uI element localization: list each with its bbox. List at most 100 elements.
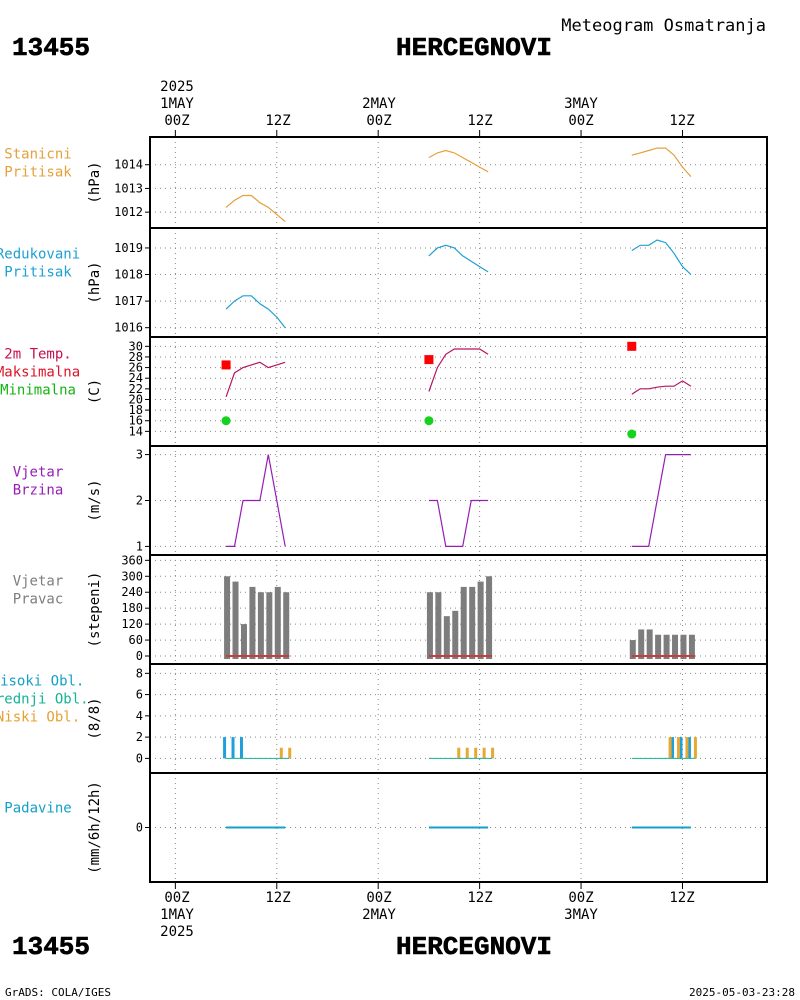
y-tick-label: 28 xyxy=(129,350,143,364)
y-axis-label: (hPa) xyxy=(87,161,103,203)
cloud-bar-niski-obl- xyxy=(668,737,672,759)
top-tick-label-1: 00Z xyxy=(164,113,189,129)
y-tick-label: 1013 xyxy=(114,181,143,195)
render-timestamp: 2025-05-03-23:28 xyxy=(689,986,795,999)
wind-direction-bar xyxy=(240,624,247,660)
y-tick-label: 1016 xyxy=(114,321,143,335)
y-tick-label: 0 xyxy=(136,751,143,765)
panel-label: Pravac xyxy=(13,592,64,608)
panel-label: Vjetar xyxy=(13,574,64,590)
panel-frame xyxy=(149,136,768,229)
panel-precipitation: 0 Padavine (mm/6h/12h) xyxy=(4,772,768,883)
y-tick-label: 18 xyxy=(129,403,143,417)
panel-frame xyxy=(149,772,768,883)
y-axis-label: (C) xyxy=(87,379,103,404)
panel-label: Pritisak xyxy=(4,265,72,281)
cloud-bar-niski-obl- xyxy=(685,737,689,759)
y-tick-label: 300 xyxy=(121,569,143,583)
panel-label: Minimalna xyxy=(0,383,76,399)
temperature-line-1 xyxy=(225,361,286,397)
cloud-bar-visoki-obl- xyxy=(687,737,691,759)
cloud-bar-visoki-obl- xyxy=(671,737,675,759)
station-id-bottom: 13455 xyxy=(12,932,90,962)
station-pressure-line-3 xyxy=(631,147,692,177)
wind-speed-line-3 xyxy=(631,454,691,548)
top-tick-label-6: 12Z xyxy=(669,113,694,129)
wind-direction-bar xyxy=(646,629,653,660)
wind-direction-bar xyxy=(469,586,476,660)
y-tick-label: 0 xyxy=(136,649,143,663)
min-temp-marker xyxy=(627,429,637,439)
y-tick-label: 22 xyxy=(129,382,143,396)
software-credit: GrADS: COLA/IGES xyxy=(5,986,111,999)
wind-direction-bar xyxy=(655,634,662,660)
cloud-bar-niski-obl- xyxy=(288,747,292,759)
wind-direction-bar xyxy=(688,634,695,660)
y-tick-label: 4 xyxy=(136,709,143,723)
bottom-day-label-1: 1MAY xyxy=(160,907,194,923)
cloud-bar-niski-obl- xyxy=(465,747,469,759)
cloud-bar-niski-obl- xyxy=(279,747,283,759)
max-temp-marker xyxy=(627,341,637,351)
top-tick-label-4: 12Z xyxy=(467,113,492,129)
panel-label: Niski Obl. xyxy=(0,710,80,726)
wind-direction-bar xyxy=(283,592,290,660)
y-tick-label: 1017 xyxy=(114,294,143,308)
bottom-day-label-3: 3MAY xyxy=(564,907,598,923)
y-tick-label: 60 xyxy=(129,633,143,647)
panel-label: Redukovani xyxy=(0,247,80,263)
top-tick-label-3: 00Z xyxy=(366,113,391,129)
panel-clouds: 0 2 4 6 8 Visoki Obl. Srednji Obl. Niski Obl. (8… xyxy=(0,663,768,774)
y-axis-label: (mm/6h/12h) xyxy=(87,781,103,874)
wind-direction-bar xyxy=(249,586,256,660)
y-tick-label: 1014 xyxy=(114,158,143,172)
meteogram-label: Meteogram Osmatranja xyxy=(561,16,766,36)
wind-direction-bar xyxy=(486,576,493,660)
y-axis-label: (m/s) xyxy=(87,479,103,521)
bottom-tick-label-4: 12Z xyxy=(467,890,492,906)
wind-direction-bar xyxy=(460,586,467,660)
min-temp-marker xyxy=(221,416,231,426)
reduced-pressure-line-1 xyxy=(225,295,286,329)
panel-label: Maksimalna xyxy=(0,365,80,381)
top-time-axis: 2025 1MAY 2MAY 3MAY 00Z 12Z 00Z 12Z 00Z … xyxy=(160,79,695,129)
y-axis-label: (8/8) xyxy=(87,697,103,739)
bottom-tick-label-2: 12Z xyxy=(265,890,290,906)
wind-direction-bar xyxy=(435,592,442,660)
wind-direction-bar xyxy=(257,592,264,660)
wind-direction-bar xyxy=(477,581,484,660)
y-tick-label: 3 xyxy=(136,448,143,462)
station-pressure-line-2 xyxy=(428,149,489,173)
wind-direction-bar xyxy=(426,592,433,660)
bottom-tick-label-1: 00Z xyxy=(164,890,189,906)
wind-direction-bar xyxy=(224,576,231,660)
cloud-bar-niski-obl- xyxy=(474,747,478,759)
bottom-tick-label-5: 00Z xyxy=(568,890,593,906)
reduced-pressure-line-3 xyxy=(631,239,692,275)
panel-wind-direction: 0 60 120 180 240 300 360 Vjetar Pravac (stepeni) xyxy=(13,553,768,665)
max-temp-marker xyxy=(424,355,434,365)
top-day-label-1: 1MAY xyxy=(160,96,194,112)
bottom-time-axis: 00Z 12Z 00Z 12Z 00Z 12Z 1MAY 2MAY 3MAY 2… xyxy=(160,890,695,940)
panel-station-pressure: 1012 1013 1014 Stanicni Pritisak (hPa) xyxy=(4,136,768,229)
top-year-label: 2025 xyxy=(160,79,194,95)
panel-label: 2m Temp. xyxy=(4,347,71,363)
y-tick-label: 20 xyxy=(129,392,143,406)
bottom-tick-label-3: 00Z xyxy=(366,890,391,906)
wind-direction-bar xyxy=(638,629,645,660)
wind-direction-bar xyxy=(274,586,281,660)
y-tick-label: 30 xyxy=(129,339,143,353)
wind-direction-bar xyxy=(452,610,459,660)
y-tick-label: 0 xyxy=(136,821,143,835)
top-day-label-3: 3MAY xyxy=(564,96,598,112)
y-axis-label: (hPa) xyxy=(87,261,103,303)
wind-direction-bar xyxy=(232,581,239,660)
wind-direction-bar xyxy=(680,634,687,660)
bottom-day-label-2: 2MAY xyxy=(362,907,396,923)
panel-label: Brzina xyxy=(13,483,64,499)
panel-frame xyxy=(149,336,768,447)
top-tick-label-2: 12Z xyxy=(265,113,290,129)
wind-direction-bar xyxy=(266,592,273,660)
